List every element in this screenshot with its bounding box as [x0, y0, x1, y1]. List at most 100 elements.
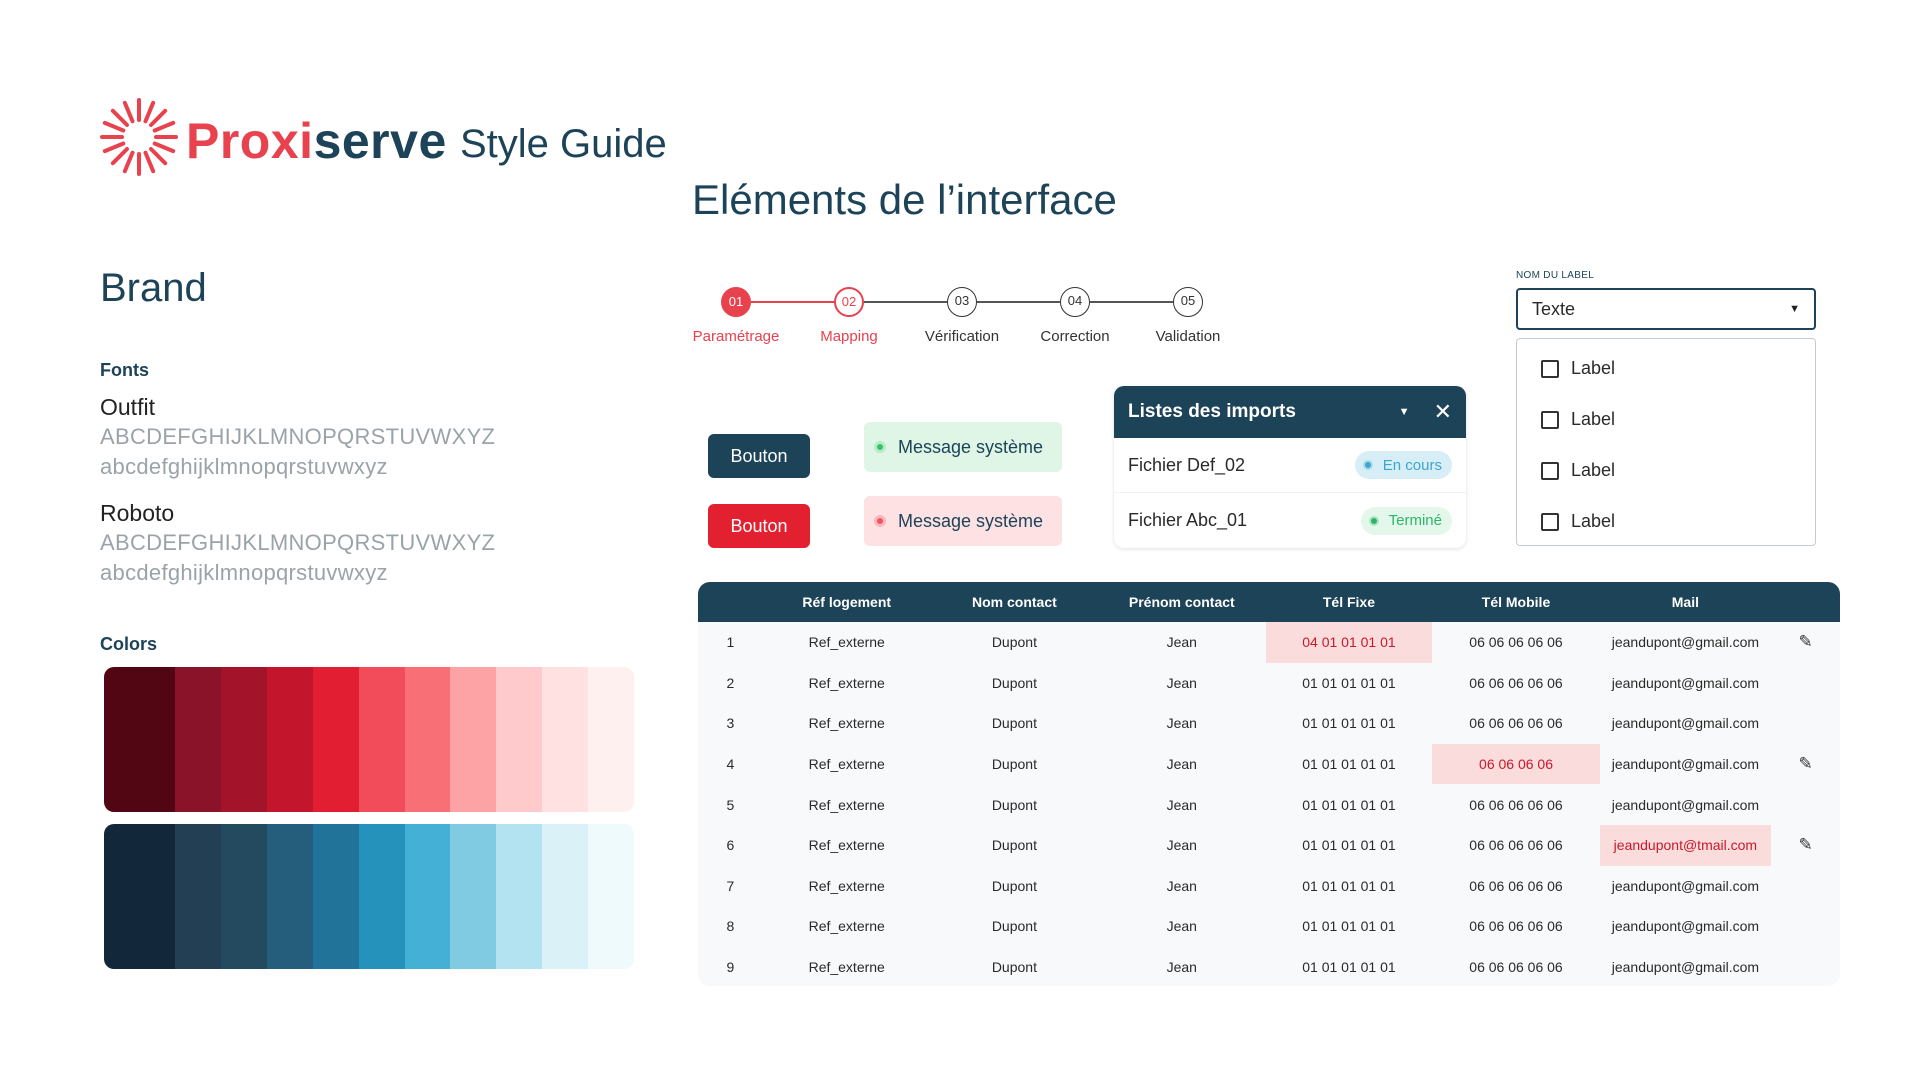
pencil-icon[interactable]: ✎ [1798, 835, 1813, 855]
table-row[interactable]: 7 Ref_externe Dupont Jean 01 01 01 01 01 06 0… [698, 866, 1840, 907]
checkbox[interactable] [1541, 461, 1559, 480]
ref-logement-cell: Ref_externe [808, 634, 885, 651]
success-message: Message système [864, 422, 1062, 472]
color-swatch [266, 824, 313, 969]
import-file-name: Fichier Abc_01 [1128, 510, 1248, 530]
tel-fixe-cell: 01 01 01 01 01 [1302, 837, 1396, 854]
tel-mobile-cell: 06 06 06 06 [1432, 743, 1600, 785]
prenom-cell: Jean [1166, 796, 1197, 813]
mail-cell: jeandupont@gmail.com [1611, 918, 1760, 935]
close-icon[interactable]: ✕ [1433, 399, 1452, 424]
dropdown-option[interactable]: Label [1517, 496, 1815, 547]
color-swatch [496, 667, 543, 812]
logo-ray [110, 108, 129, 127]
nom-cell: Dupont [991, 877, 1037, 894]
color-swatch [312, 824, 359, 969]
pencil-icon[interactable]: ✎ [1798, 754, 1813, 774]
row-number: 7 [726, 877, 735, 894]
mail-cell: jeandupont@tmail.com [1599, 824, 1772, 866]
imports-panel: Listes des imports ▼ ✕ Fichier Def_02 En… [1114, 386, 1466, 548]
prenom-cell: Jean [1166, 756, 1197, 773]
column-header [1771, 582, 1840, 622]
column-header[interactable]: Tél Mobile [1481, 594, 1551, 610]
imports-header: Listes des imports ▼ ✕ [1114, 386, 1466, 438]
tel-fixe-cell: 01 01 01 01 01 [1302, 796, 1396, 813]
font-name-outfit: Outfit [100, 394, 155, 420]
tel-mobile-cell: 06 06 06 06 06 [1469, 877, 1563, 894]
imports-title: Listes des imports [1128, 401, 1296, 422]
select-input[interactable]: Texte ▼ [1516, 288, 1816, 330]
step-connector [1090, 301, 1173, 303]
font-sample-upper: ABCDEFGHIJKLMNOPQRSTUVWXYZ [100, 424, 496, 449]
checkbox[interactable] [1541, 410, 1559, 429]
chevron-down-icon[interactable]: ▼ [1398, 406, 1410, 418]
logo-ray [149, 147, 168, 166]
tel-fixe-cell: 04 01 01 01 01 [1265, 622, 1433, 663]
color-swatch [358, 667, 405, 812]
row-number: 3 [726, 715, 735, 732]
column-header[interactable]: Réf logement [802, 594, 892, 610]
caret-down-icon[interactable]: ▼ [1789, 303, 1800, 315]
dropdown-option[interactable]: Label [1517, 394, 1815, 445]
row-number: 2 [726, 674, 735, 691]
color-swatch [221, 824, 267, 969]
nom-cell: Dupont [991, 837, 1037, 854]
prenom-cell: Jean [1166, 634, 1197, 651]
logo-ray [102, 141, 126, 154]
primary-button[interactable]: Bouton [708, 434, 810, 478]
brand-heading: Brand [100, 266, 207, 310]
success-message-text: Message système [898, 436, 1044, 457]
color-swatch [175, 667, 222, 812]
checkbox[interactable] [1541, 512, 1559, 531]
checkbox[interactable] [1541, 359, 1559, 378]
table-row[interactable]: 2 Ref_externe Dupont Jean 01 01 01 01 01 06 0… [698, 663, 1840, 704]
mail-cell: jeandupont@gmail.com [1611, 756, 1760, 773]
step-number: 05 [1173, 287, 1203, 317]
table-row[interactable]: 9 Ref_externe Dupont Jean 01 01 01 01 01 06 0… [698, 947, 1840, 986]
tel-mobile-cell: 06 06 06 06 06 [1469, 674, 1563, 691]
tel-mobile-cell: 06 06 06 06 06 [1469, 796, 1563, 813]
mail-cell: jeandupont@gmail.com [1611, 634, 1760, 651]
import-row[interactable]: Fichier Abc_01 Terminé [1114, 493, 1466, 548]
mail-cell: jeandupont@gmail.com [1611, 796, 1760, 813]
edit-cell [1771, 703, 1840, 744]
table-row[interactable]: 8 Ref_externe Dupont Jean 01 01 01 01 01 06 0… [698, 906, 1840, 947]
step-item[interactable]: 02 Mapping [789, 284, 909, 345]
prenom-cell: Jean [1166, 674, 1197, 691]
step-item[interactable]: 03 Vérification [902, 284, 1022, 345]
ref-logement-cell: Ref_externe [808, 796, 885, 813]
table-row[interactable]: 4 Ref_externe Dupont Jean 01 01 01 01 01 06 0… [698, 743, 1840, 785]
danger-button[interactable]: Bouton [708, 504, 810, 548]
table-row[interactable]: 1 Ref_externe Dupont Jean 04 01 01 01 01 06 0… [698, 622, 1840, 663]
edit-cell [1771, 906, 1840, 947]
step-number: 03 [947, 287, 977, 317]
import-row[interactable]: Fichier Def_02 En cours [1114, 438, 1466, 493]
tel-mobile-cell: 06 06 06 06 06 [1469, 959, 1563, 976]
column-header[interactable]: Tél Fixe [1322, 594, 1376, 610]
pencil-icon[interactable]: ✎ [1798, 632, 1813, 652]
ref-logement-cell: Ref_externe [808, 756, 885, 773]
step-item[interactable]: 05 Validation [1128, 284, 1248, 345]
table-row[interactable]: 6 Ref_externe Dupont Jean 01 01 01 01 01 06 0… [698, 824, 1840, 866]
dropdown-option[interactable]: Label [1517, 445, 1815, 496]
select-value: Texte [1532, 298, 1576, 319]
row-number: 5 [726, 796, 735, 813]
step-item[interactable]: 01 Paramétrage [676, 284, 796, 345]
mail-cell: jeandupont@gmail.com [1611, 674, 1760, 691]
nom-cell: Dupont [991, 796, 1037, 813]
color-swatch [404, 667, 451, 812]
table-row[interactable]: 3 Ref_externe Dupont Jean 01 01 01 01 01 06 0… [698, 703, 1840, 744]
table-row[interactable]: 5 Ref_externe Dupont Jean 01 01 01 01 01 06 0… [698, 784, 1840, 825]
data-table: Réf logement Nom contact Prénom contact … [698, 582, 1840, 986]
tel-fixe-cell: 01 01 01 01 01 [1302, 715, 1396, 732]
step-item[interactable]: 04 Correction [1015, 284, 1135, 345]
dropdown-option[interactable]: Label [1517, 343, 1815, 394]
nom-cell: Dupont [991, 715, 1037, 732]
sunburst-logo-icon [100, 98, 178, 176]
color-swatch [175, 824, 222, 969]
prenom-cell: Jean [1166, 959, 1197, 976]
step-connector [977, 301, 1060, 303]
column-header[interactable]: Nom contact [971, 594, 1057, 610]
column-header[interactable]: Prénom contact [1128, 594, 1235, 610]
column-header[interactable]: Mail [1671, 594, 1699, 610]
